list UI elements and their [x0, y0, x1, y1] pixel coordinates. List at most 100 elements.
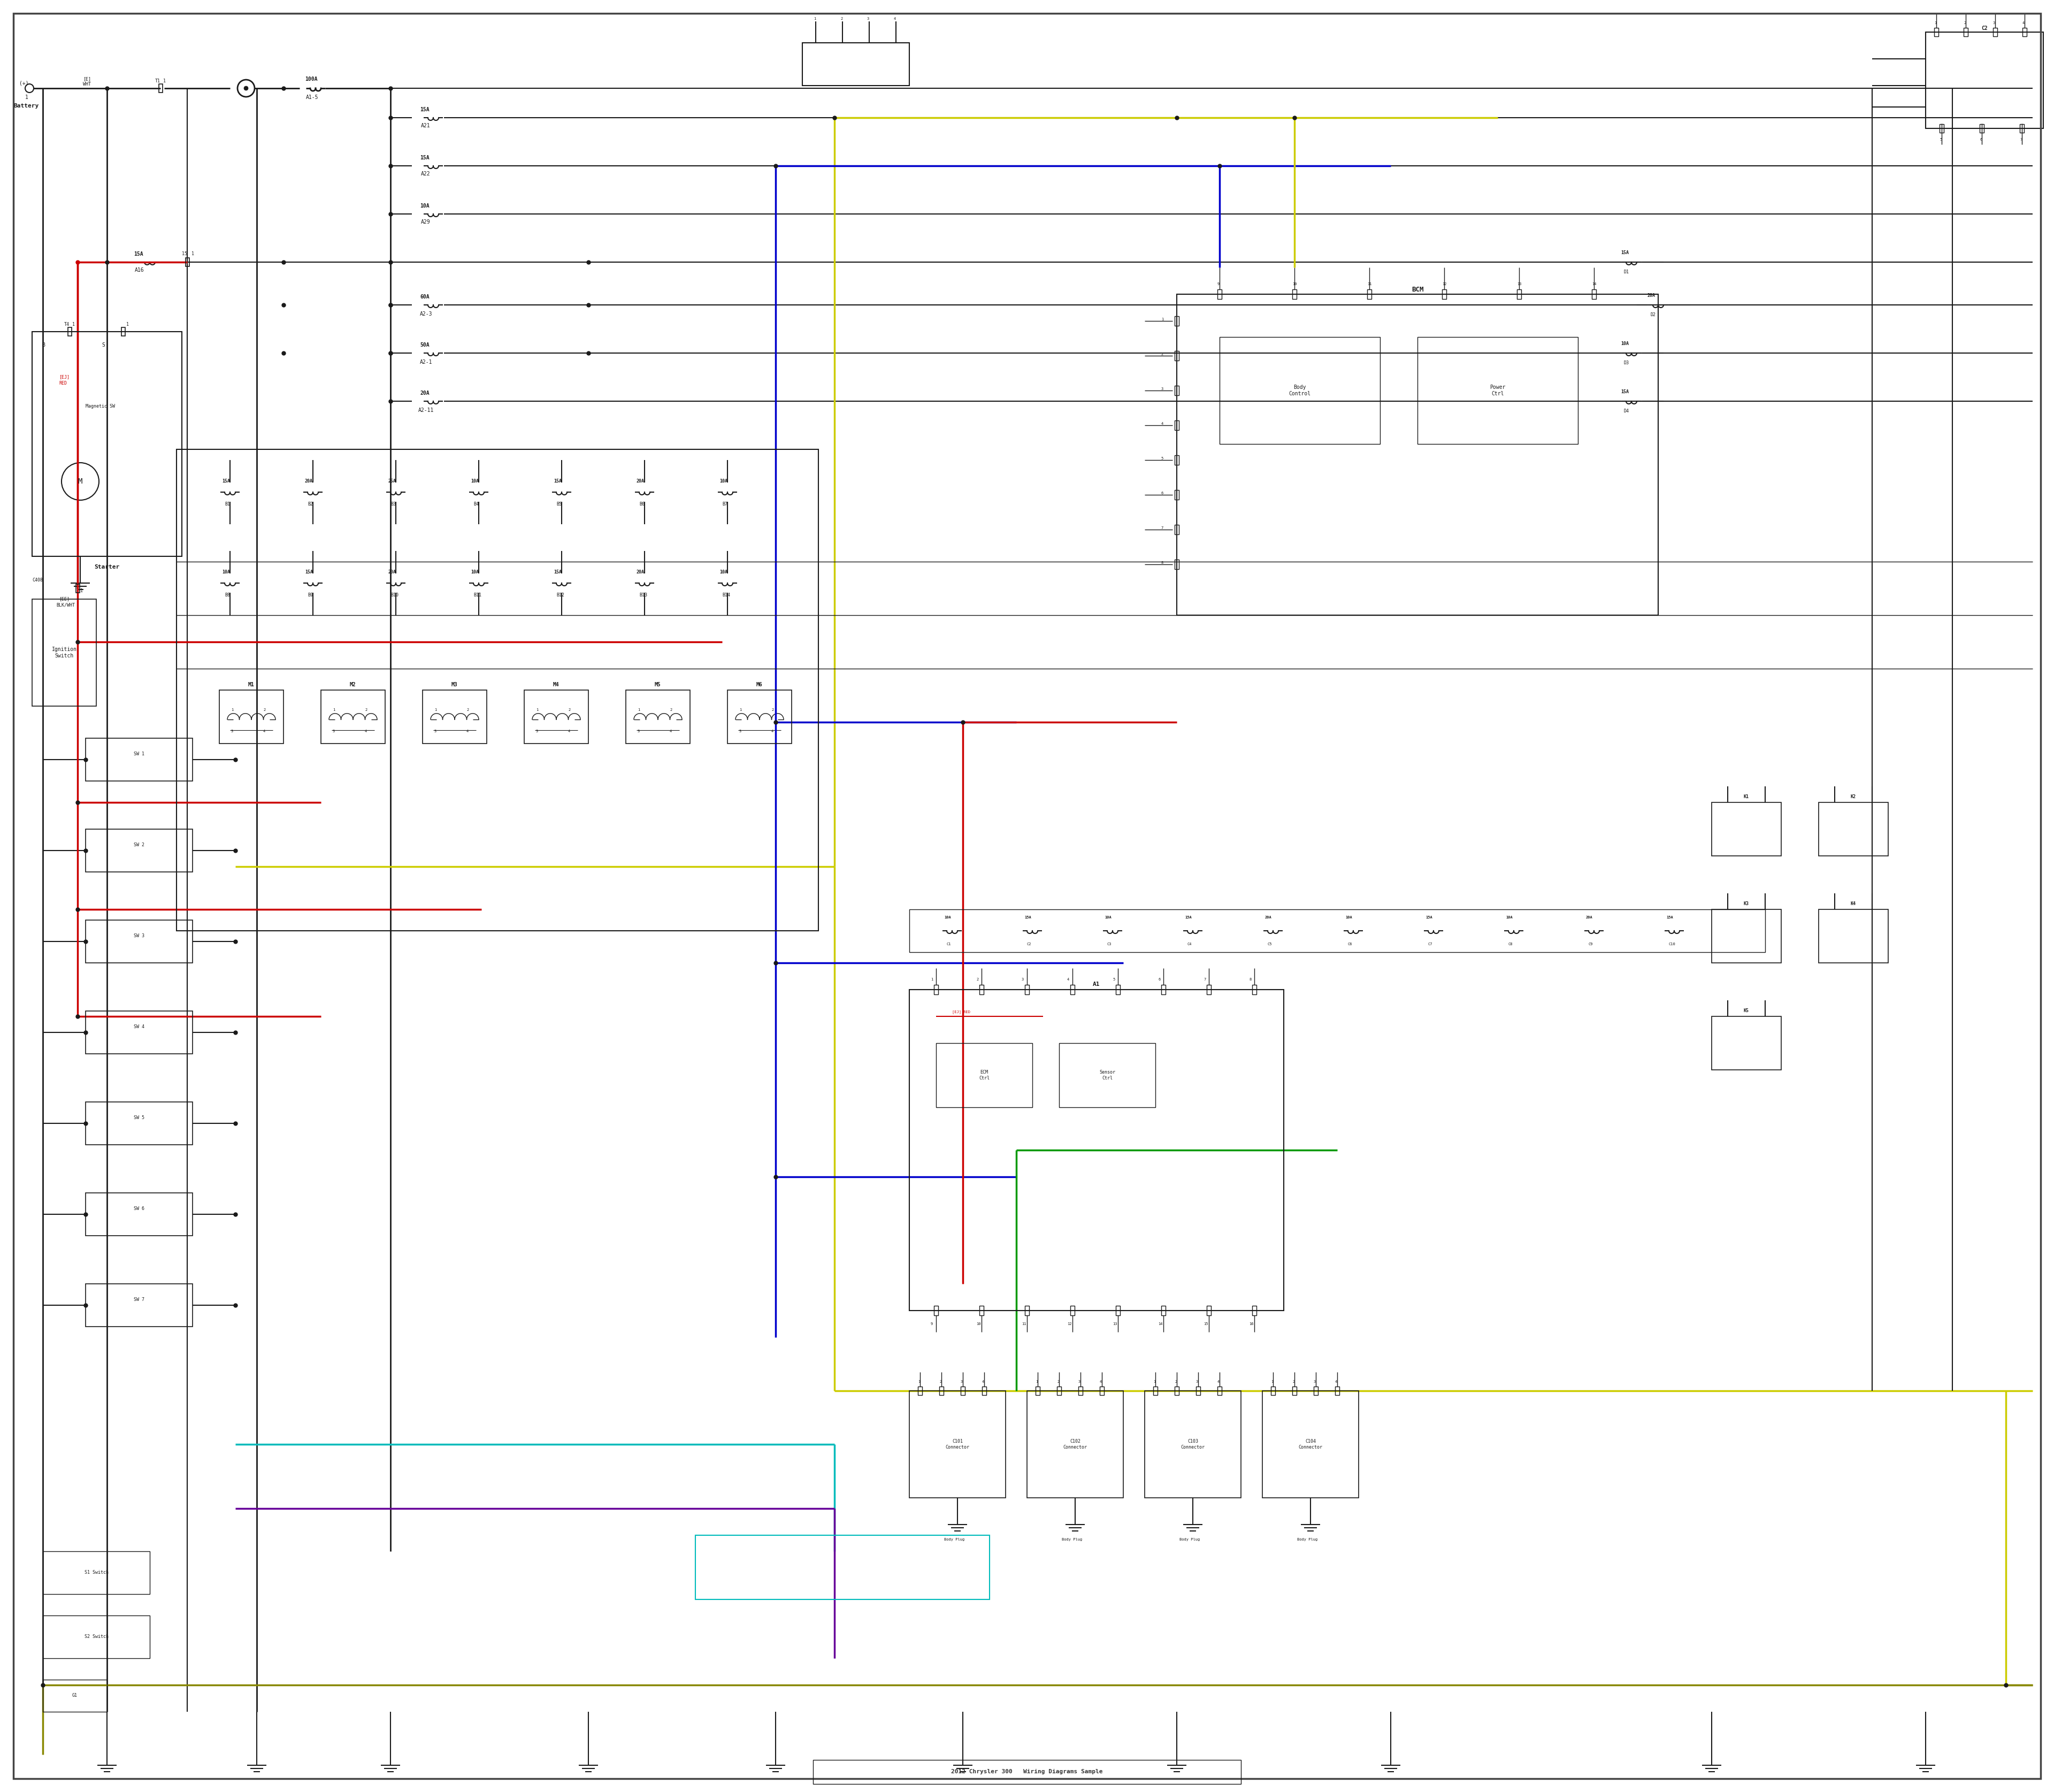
- Text: A2-11: A2-11: [419, 407, 433, 412]
- Text: 3: 3: [1078, 1380, 1080, 1383]
- Bar: [1253, 1306, 1257, 1315]
- Bar: [1939, 124, 1943, 133]
- Bar: [982, 1387, 986, 1396]
- Bar: [423, 690, 487, 744]
- Text: 15A: 15A: [304, 570, 312, 575]
- Text: Body Plug: Body Plug: [1179, 1538, 1200, 1541]
- Text: A1: A1: [1093, 982, 1101, 987]
- Text: A21: A21: [421, 124, 431, 129]
- Text: C408: C408: [33, 577, 43, 582]
- Text: 4: 4: [1068, 978, 1070, 980]
- Bar: [980, 986, 984, 995]
- Text: C4: C4: [1187, 943, 1191, 946]
- Text: 1: 1: [536, 708, 538, 711]
- Bar: [86, 1193, 193, 1236]
- Text: 2: 2: [840, 18, 842, 20]
- Bar: [1218, 289, 1222, 299]
- Text: D4: D4: [1623, 409, 1629, 414]
- Text: 15: 15: [1204, 1322, 1208, 1326]
- Text: B7: B7: [723, 502, 727, 507]
- Bar: [1115, 1306, 1119, 1315]
- Text: Starter: Starter: [94, 564, 119, 570]
- Text: B11: B11: [472, 593, 481, 597]
- Text: A1-5: A1-5: [306, 95, 318, 100]
- Text: 1: 1: [1152, 1380, 1156, 1383]
- Bar: [1208, 1306, 1212, 1315]
- Bar: [1195, 1387, 1200, 1396]
- Text: 1: 1: [739, 708, 741, 711]
- Bar: [1518, 289, 1522, 299]
- Text: 15A: 15A: [419, 108, 429, 113]
- Bar: [1144, 1391, 1241, 1498]
- Text: B3: B3: [390, 502, 396, 507]
- Text: 5: 5: [1161, 457, 1163, 461]
- Text: 1: 1: [162, 79, 166, 84]
- Text: 15A: 15A: [1621, 251, 1629, 254]
- Text: 2: 2: [1292, 1380, 1294, 1383]
- Text: 15: 15: [183, 251, 187, 256]
- Text: C103
Connector: C103 Connector: [1181, 1439, 1206, 1450]
- Text: SW 6: SW 6: [134, 1206, 144, 1211]
- Text: C5: C5: [1267, 943, 1271, 946]
- Text: C10: C10: [1668, 943, 1676, 946]
- Text: B4: B4: [472, 502, 479, 507]
- Text: T1: T1: [156, 79, 160, 84]
- Text: 20A: 20A: [1647, 294, 1656, 297]
- Text: 10A: 10A: [1345, 916, 1352, 919]
- Text: 14: 14: [1592, 283, 1596, 285]
- Text: 1: 1: [1271, 1380, 1273, 1383]
- Bar: [86, 738, 193, 781]
- Text: B2: B2: [308, 502, 312, 507]
- Bar: [1208, 986, 1212, 995]
- Bar: [43, 1552, 150, 1595]
- Bar: [626, 690, 690, 744]
- Text: B13: B13: [639, 593, 647, 597]
- Bar: [1060, 1043, 1154, 1107]
- Bar: [910, 1391, 1006, 1498]
- Text: B12: B12: [557, 593, 565, 597]
- Text: 3: 3: [433, 729, 438, 733]
- Text: Battery: Battery: [14, 104, 39, 109]
- Text: 2: 2: [466, 708, 468, 711]
- Text: 10A: 10A: [470, 478, 479, 484]
- Bar: [918, 1387, 922, 1396]
- Text: 2: 2: [263, 708, 265, 711]
- Bar: [813, 1760, 1241, 1785]
- Text: 1: 1: [918, 1380, 920, 1383]
- Text: 3: 3: [637, 729, 641, 733]
- Text: Body Plug: Body Plug: [1062, 1538, 1082, 1541]
- Bar: [1218, 1387, 1222, 1396]
- Text: 3: 3: [739, 729, 741, 733]
- Text: SW 7: SW 7: [134, 1297, 144, 1303]
- Text: 2: 2: [366, 708, 368, 711]
- Bar: [524, 690, 587, 744]
- Text: 2: 2: [1964, 22, 1966, 25]
- Bar: [937, 1043, 1033, 1107]
- Text: 3: 3: [1021, 978, 1025, 980]
- Text: 4: 4: [982, 1380, 984, 1383]
- Text: C104
Connector: C104 Connector: [1298, 1439, 1323, 1450]
- Text: 15A: 15A: [1425, 916, 1432, 919]
- Bar: [86, 830, 193, 873]
- Text: SW 5: SW 5: [134, 1116, 144, 1120]
- Bar: [935, 986, 939, 995]
- Text: SW 2: SW 2: [134, 842, 144, 848]
- Text: B9: B9: [308, 593, 312, 597]
- Text: 3: 3: [961, 1380, 963, 1383]
- Text: Sensor
Ctrl: Sensor Ctrl: [1099, 1070, 1115, 1081]
- Bar: [1711, 909, 1781, 962]
- Text: 1: 1: [433, 708, 438, 711]
- Text: 20A: 20A: [1265, 916, 1271, 919]
- Text: 2: 2: [976, 978, 978, 980]
- Bar: [961, 1387, 965, 1396]
- Text: M4: M4: [553, 683, 559, 688]
- Text: K3: K3: [1744, 901, 1750, 907]
- Text: C102
Connector: C102 Connector: [1064, 1439, 1087, 1450]
- Bar: [910, 989, 1284, 1310]
- Text: [E]: [E]: [82, 77, 90, 81]
- Text: Power
Ctrl: Power Ctrl: [1489, 385, 1506, 396]
- Text: 4: 4: [2023, 22, 2025, 25]
- Text: 10A: 10A: [470, 570, 479, 575]
- Text: 10A: 10A: [1506, 916, 1512, 919]
- Text: M2: M2: [349, 683, 355, 688]
